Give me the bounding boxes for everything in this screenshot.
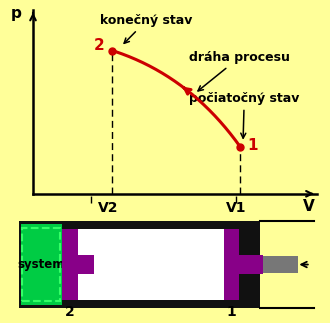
- Text: 1: 1: [247, 138, 258, 153]
- Text: počiatočný stav: počiatočný stav: [189, 92, 299, 138]
- Bar: [224, 229, 240, 300]
- Text: V2: V2: [98, 201, 119, 215]
- Text: V: V: [303, 199, 314, 214]
- Text: system: system: [18, 258, 65, 271]
- Bar: [22, 228, 60, 301]
- Text: p: p: [10, 6, 21, 21]
- Bar: [78, 255, 94, 275]
- Text: dráha procesu: dráha procesu: [189, 51, 290, 91]
- Text: 1: 1: [227, 305, 236, 318]
- Bar: [260, 256, 298, 273]
- Text: 2: 2: [94, 37, 105, 53]
- Bar: [62, 229, 78, 300]
- Text: konečný stav: konečný stav: [100, 14, 193, 43]
- Bar: [21, 224, 62, 305]
- Text: V1: V1: [226, 201, 247, 215]
- Bar: [19, 221, 260, 308]
- Bar: [240, 255, 263, 275]
- Text: 2: 2: [65, 305, 75, 318]
- Bar: [78, 229, 224, 300]
